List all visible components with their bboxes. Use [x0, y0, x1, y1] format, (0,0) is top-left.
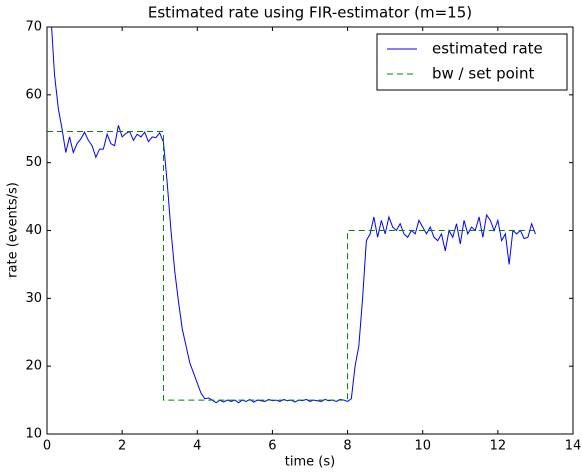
x-tick-label: 0	[43, 439, 51, 454]
legend-label: estimated rate	[432, 40, 543, 58]
x-tick-label: 10	[414, 439, 431, 454]
y-tick-label: 30	[25, 291, 42, 306]
plot-frame	[46, 26, 574, 435]
x-tick-label: 8	[343, 439, 351, 454]
y-tick-label: 40	[25, 223, 42, 238]
y-tick-label: 50	[25, 155, 42, 170]
x-axis-label: time (s)	[285, 455, 335, 470]
legend-box	[376, 33, 568, 91]
series-line	[47, 130, 536, 401]
legend-label: bw / set point	[432, 65, 534, 83]
x-tick-label: 4	[193, 439, 201, 454]
x-tick-label: 6	[268, 439, 276, 454]
y-tick-label: 10	[25, 427, 42, 442]
x-tick-label: 12	[490, 439, 507, 454]
y-tick-label: 60	[25, 87, 42, 102]
series-layer	[47, 27, 536, 404]
y-axis-label: rate (events/s)	[6, 182, 21, 278]
x-tick-label: 14	[565, 439, 582, 454]
x-tick-label: 2	[118, 439, 126, 454]
y-tick-label: 70	[25, 20, 42, 35]
chart-title: Estimated rate using FIR-estimator (m=15…	[148, 4, 472, 22]
y-tick-label: 20	[25, 359, 42, 374]
